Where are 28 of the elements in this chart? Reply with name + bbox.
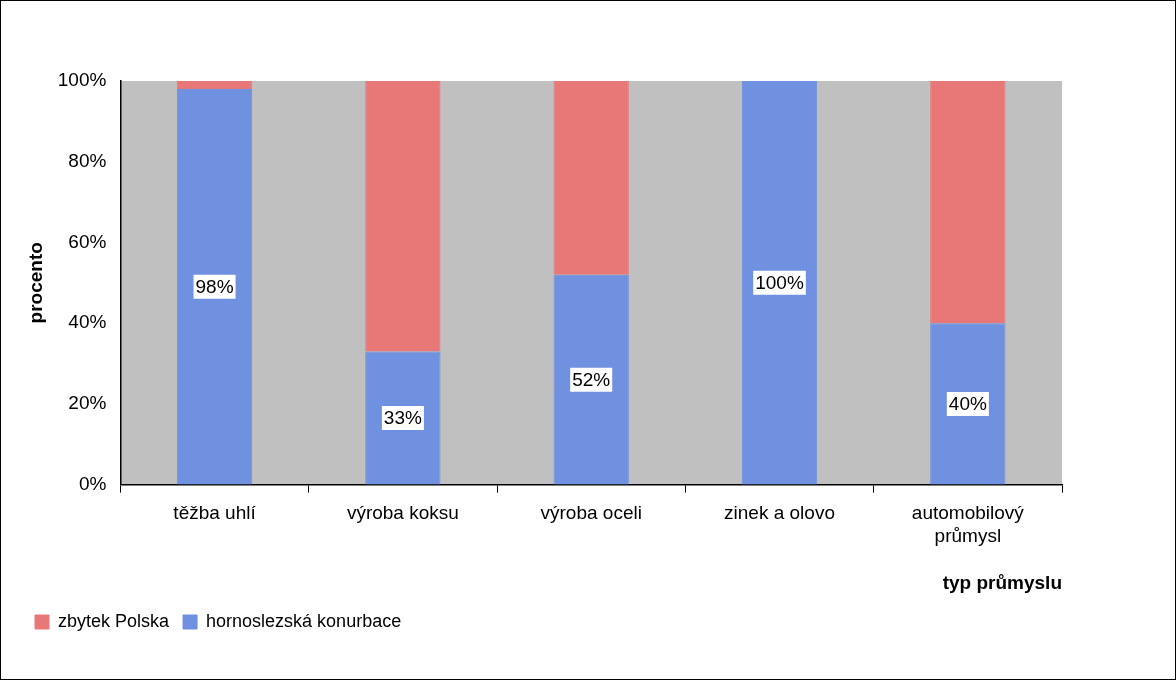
y-axis-title: procento (24, 242, 46, 324)
bar (553, 274, 629, 485)
bar (930, 323, 1006, 485)
y-tick-label: 0% (78, 472, 107, 494)
bar (176, 89, 253, 485)
y-tick-label: 100% (57, 69, 107, 91)
x-tick-label: výroba koksu (346, 502, 459, 524)
bar (365, 351, 441, 485)
data-label: 33% (383, 407, 422, 429)
data-label: 40% (948, 393, 987, 415)
legend-label: hornoslezská konurbace (206, 610, 402, 631)
legend-label: zbytek Polska (58, 610, 171, 631)
y-tick-label: 80% (68, 149, 107, 171)
x-tick-label: zinek a olovo (724, 502, 835, 524)
bar (553, 81, 629, 275)
x-tick-label: automobilový průmysl (911, 502, 1025, 547)
y-tick-label: 20% (68, 392, 107, 414)
data-label: 98% (195, 276, 234, 298)
x-tick-label: výroba oceli (540, 502, 642, 524)
y-tick-label: 40% (68, 311, 107, 333)
bar (176, 81, 253, 90)
data-label: 100% (755, 272, 804, 294)
y-tick-label: 60% (68, 230, 107, 252)
bar (365, 81, 441, 352)
x-axis-title: typ průmyslu (942, 571, 1062, 593)
data-label: 52% (572, 368, 611, 390)
x-tick-label: těžba uhlí (173, 502, 257, 524)
bar (930, 81, 1006, 324)
